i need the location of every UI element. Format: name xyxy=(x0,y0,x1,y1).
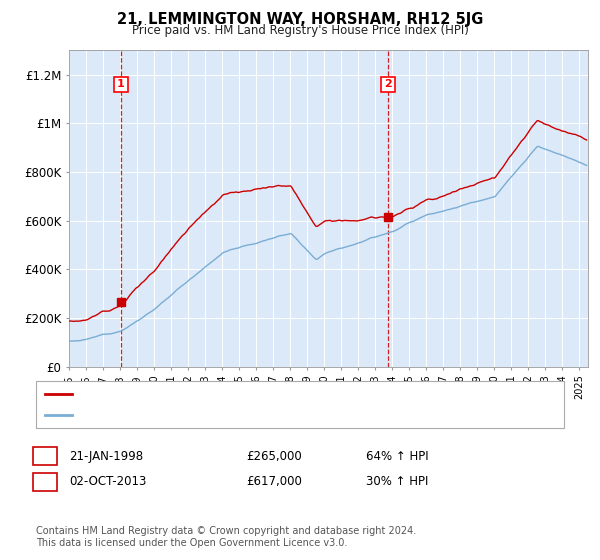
Text: Contains HM Land Registry data © Crown copyright and database right 2024.
This d: Contains HM Land Registry data © Crown c… xyxy=(36,526,416,548)
Text: 1: 1 xyxy=(117,80,125,90)
Text: 64% ↑ HPI: 64% ↑ HPI xyxy=(366,450,428,463)
Text: 21-JAN-1998: 21-JAN-1998 xyxy=(70,450,143,463)
Text: HPI: Average price, detached house, Horsham: HPI: Average price, detached house, Hors… xyxy=(78,410,330,420)
Text: 2: 2 xyxy=(41,475,49,488)
Text: 21, LEMMINGTON WAY, HORSHAM, RH12 5JG: 21, LEMMINGTON WAY, HORSHAM, RH12 5JG xyxy=(117,12,483,27)
Text: £265,000: £265,000 xyxy=(246,450,302,463)
Text: 30% ↑ HPI: 30% ↑ HPI xyxy=(366,475,428,488)
Text: 1: 1 xyxy=(41,450,49,463)
Text: Price paid vs. HM Land Registry's House Price Index (HPI): Price paid vs. HM Land Registry's House … xyxy=(131,24,469,37)
Text: 2: 2 xyxy=(384,80,392,90)
Text: 02-OCT-2013: 02-OCT-2013 xyxy=(70,475,147,488)
Text: 21, LEMMINGTON WAY, HORSHAM, RH12 5JG (detached house): 21, LEMMINGTON WAY, HORSHAM, RH12 5JG (d… xyxy=(78,389,422,399)
Text: £617,000: £617,000 xyxy=(246,475,302,488)
